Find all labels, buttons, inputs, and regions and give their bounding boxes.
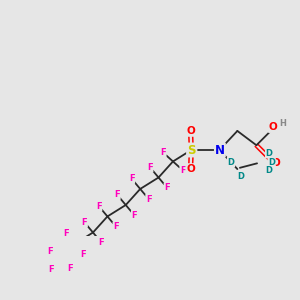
Text: S: S [187, 143, 196, 157]
Text: O: O [269, 122, 278, 132]
Text: F: F [147, 163, 153, 172]
Text: F: F [99, 238, 104, 247]
Text: H: H [279, 119, 286, 128]
Text: F: F [80, 250, 86, 259]
Text: F: F [47, 247, 53, 256]
Text: D: D [266, 149, 273, 158]
Text: F: F [129, 174, 134, 183]
Text: F: F [82, 218, 87, 227]
Text: D: D [227, 158, 235, 166]
Text: F: F [96, 202, 102, 211]
Text: F: F [67, 264, 73, 273]
Text: F: F [131, 211, 137, 220]
Text: F: F [160, 148, 166, 157]
Text: F: F [164, 183, 170, 192]
Text: O: O [186, 126, 195, 136]
Text: F: F [146, 195, 152, 204]
Text: F: F [114, 190, 120, 199]
Text: D: D [268, 158, 275, 166]
Text: F: F [49, 266, 54, 274]
Text: D: D [266, 167, 273, 176]
Text: O: O [186, 164, 195, 174]
Text: F: F [63, 229, 69, 238]
Text: D: D [238, 172, 245, 181]
Text: N: N [215, 143, 225, 157]
Text: F: F [180, 166, 186, 175]
Text: O: O [272, 158, 280, 168]
Text: F: F [113, 222, 119, 231]
